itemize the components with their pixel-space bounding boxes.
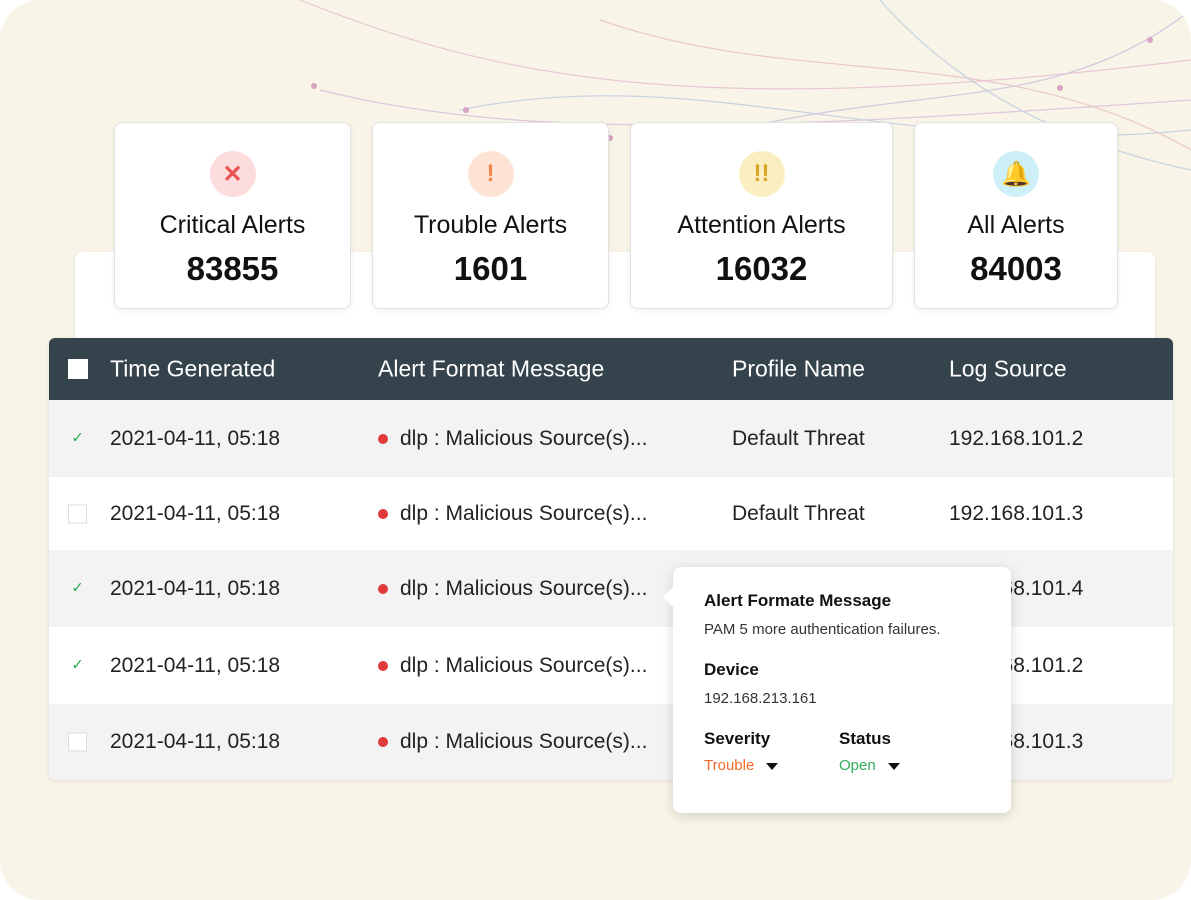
caret-down-icon — [766, 762, 779, 770]
alert-card-count: 83855 — [186, 250, 279, 287]
message-text: dlp : Malicious Source(s)... — [400, 426, 648, 450]
status-label: Status — [839, 729, 891, 748]
alert-card-count: 84003 — [970, 250, 1062, 287]
alert-card-count: 1601 — [453, 250, 528, 287]
x-icon: ✕ — [209, 151, 256, 197]
bell-icon: 🔔 — [993, 151, 1039, 197]
alert-detail-popover: Alert Formate Message PAM 5 more authent… — [663, 567, 1011, 813]
column-header-message[interactable]: Alert Format Message — [378, 355, 605, 382]
source-cell: 192.168.101.3 — [949, 501, 1084, 525]
row-checkbox[interactable] — [68, 732, 87, 752]
time-cell: 2021-04-11, 05:18 — [110, 653, 281, 677]
message-text: dlp : Malicious Source(s)... — [400, 730, 648, 753]
message-text: dlp : Malicious Source(s)... — [400, 576, 648, 600]
time-cell: 2021-04-11, 05:18 — [110, 730, 281, 753]
row-checkbox[interactable] — [68, 504, 87, 523]
alert-card-label: Trouble Alerts — [413, 211, 568, 239]
message-text: dlp : Malicious Source(s)... — [400, 653, 648, 677]
message-cell[interactable]: dlp : Malicious Source(s)... — [378, 502, 647, 526]
double-exclamation-icon: !! — [738, 151, 785, 197]
profile-cell: Default Threat — [732, 501, 865, 525]
severity-label: Severity — [704, 729, 771, 748]
alert-card[interactable]: ! Trouble Alerts 1601 — [372, 122, 609, 309]
alert-card-label: All Alerts — [967, 211, 1065, 239]
column-header-profile[interactable]: Profile Name — [732, 355, 865, 382]
status-value: Open — [839, 757, 876, 774]
message-cell[interactable]: dlp : Malicious Source(s)... — [378, 730, 647, 754]
critical-dot-icon — [378, 433, 388, 444]
alert-card-count: 16032 — [715, 250, 808, 287]
source-cell: 192.168.101.2 — [949, 426, 1084, 450]
time-cell: 2021-04-11, 05:18 — [110, 501, 281, 525]
alert-card-label: Critical Alerts — [159, 211, 306, 239]
row-checkbox[interactable]: ✓ — [71, 656, 84, 673]
time-cell: 2021-04-11, 05:18 — [110, 576, 281, 600]
caret-down-icon — [887, 762, 900, 770]
table-header: Time Generated Alert Format Message Prof… — [49, 338, 1173, 400]
alert-card[interactable]: ✕ Critical Alerts 83855 — [114, 122, 351, 309]
profile-cell: Default Threat — [732, 426, 865, 450]
popover-title: Alert Formate Message — [704, 591, 892, 610]
table-row[interactable]: ✓ 2021-04-11, 05:18 dlp : Malicious Sour… — [49, 400, 1173, 477]
message-cell[interactable]: dlp : Malicious Source(s)... — [378, 577, 647, 601]
row-checkbox[interactable]: ✓ — [71, 429, 84, 446]
critical-dot-icon — [378, 508, 388, 519]
device-label: Device — [704, 660, 759, 679]
table-row[interactable]: ✓ 2021-04-11, 05:18 dlp : Malicious Sour… — [49, 550, 1173, 627]
row-checkbox[interactable]: ✓ — [71, 579, 84, 596]
alert-card[interactable]: 🔔 All Alerts 84003 — [914, 122, 1118, 309]
alert-card[interactable]: !! Attention Alerts 16032 — [630, 122, 893, 309]
severity-dropdown[interactable]: Trouble — [704, 757, 839, 774]
device-value: 192.168.213.161 — [704, 690, 817, 707]
severity-value: Trouble — [704, 757, 755, 774]
message-cell[interactable]: dlp : Malicious Source(s)... — [378, 654, 647, 678]
alert-card-label: Attention Alerts — [677, 211, 846, 239]
exclamation-icon: ! — [467, 151, 514, 197]
popover-message: PAM 5 more authentication failures. — [704, 621, 941, 638]
select-all-checkbox[interactable] — [68, 359, 88, 379]
message-cell[interactable]: dlp : Malicious Source(s)... — [378, 427, 647, 451]
critical-dot-icon — [378, 737, 388, 748]
critical-dot-icon — [378, 660, 388, 671]
time-cell: 2021-04-11, 05:18 — [110, 426, 281, 450]
message-text: dlp : Malicious Source(s)... — [400, 501, 648, 525]
column-header-time[interactable]: Time Generated — [110, 355, 276, 382]
critical-dot-icon — [378, 583, 388, 594]
table-row[interactable]: 2021-04-11, 05:18 dlp : Malicious Source… — [49, 477, 1173, 550]
column-header-source[interactable]: Log Source — [949, 355, 1067, 382]
status-dropdown[interactable]: Open — [839, 757, 900, 774]
